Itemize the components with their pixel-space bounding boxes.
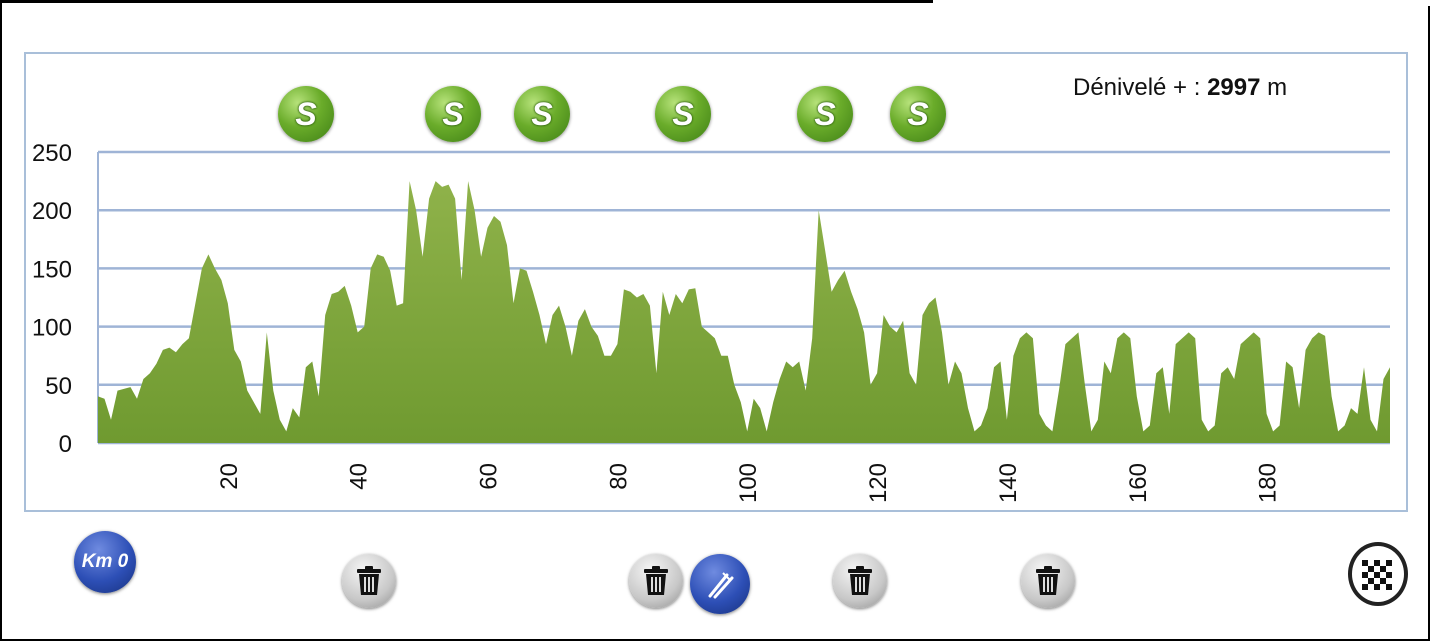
elevation-gain-unit: m bbox=[1267, 74, 1288, 101]
x-tick-label: 100 bbox=[735, 463, 762, 503]
sprint-marker-icon[interactable]: S bbox=[655, 86, 711, 142]
y-tick-label: 100 bbox=[32, 315, 72, 342]
trash-icon[interactable] bbox=[629, 554, 683, 608]
x-tick-label: 160 bbox=[1125, 463, 1152, 503]
x-tick-label: 20 bbox=[216, 463, 243, 490]
trash-icon[interactable] bbox=[342, 554, 396, 608]
x-tick-label: 40 bbox=[346, 463, 373, 490]
sprint-marker-label: S bbox=[295, 95, 317, 132]
elevation-gain-label: Dénivelé + : bbox=[1073, 74, 1201, 101]
trash-glyph bbox=[848, 566, 872, 595]
sprint-marker-icon[interactable]: S bbox=[278, 86, 334, 142]
checkered-flag-glyph bbox=[1362, 560, 1392, 590]
elevation-gain-readout: Dénivelé + : 2997 m bbox=[1073, 74, 1287, 102]
finish-flag-icon[interactable] bbox=[1348, 542, 1408, 606]
y-tick-label: 150 bbox=[32, 256, 72, 283]
trash-icon[interactable] bbox=[833, 554, 887, 608]
fork-knife-glyph bbox=[708, 572, 734, 599]
food-icon[interactable] bbox=[690, 554, 750, 614]
sprint-marker-icon[interactable]: S bbox=[514, 86, 570, 142]
trash-glyph bbox=[1036, 566, 1060, 595]
trash-glyph bbox=[357, 566, 381, 595]
sprint-marker-label: S bbox=[531, 95, 553, 132]
y-tick-label: 200 bbox=[32, 198, 72, 225]
x-axis-ticks: 20 40 60 80 100 120 140 160 180 bbox=[216, 463, 1282, 503]
y-tick-label: 250 bbox=[32, 140, 72, 167]
sprint-marker-label: S bbox=[814, 95, 836, 132]
elevation-area bbox=[98, 181, 1390, 443]
x-tick-label: 180 bbox=[1255, 463, 1282, 503]
x-tick-label: 80 bbox=[605, 463, 632, 490]
trash-glyph bbox=[644, 566, 668, 595]
sprint-marker-label: S bbox=[907, 95, 929, 132]
elevation-gain-value: 2997 bbox=[1207, 74, 1261, 101]
x-tick-label: 120 bbox=[865, 463, 892, 503]
sprint-marker-icon[interactable]: S bbox=[425, 86, 481, 142]
km0-start-icon[interactable]: Km 0 bbox=[74, 531, 136, 593]
km0-start-label: Km 0 bbox=[81, 551, 129, 572]
y-axis-ticks: 0 50 100 150 200 250 bbox=[32, 140, 72, 458]
x-tick-label: 60 bbox=[476, 463, 503, 490]
sprint-marker-label: S bbox=[442, 95, 464, 132]
sprint-marker-label: S bbox=[672, 95, 694, 132]
y-tick-label: 50 bbox=[45, 373, 72, 400]
sprint-marker-icon[interactable]: S bbox=[797, 86, 853, 142]
y-tick-label: 0 bbox=[59, 431, 72, 458]
sprint-marker-icon[interactable]: S bbox=[890, 86, 946, 142]
trash-icon[interactable] bbox=[1021, 554, 1075, 608]
x-tick-label: 140 bbox=[995, 463, 1022, 503]
top-frame-gap bbox=[933, 0, 1430, 6]
